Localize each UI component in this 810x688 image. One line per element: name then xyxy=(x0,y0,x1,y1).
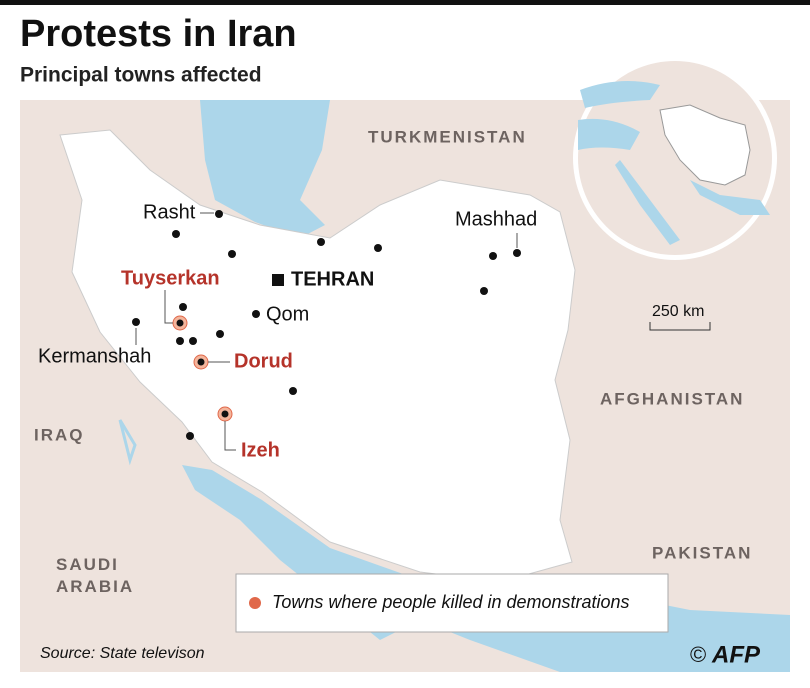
legend-box xyxy=(235,573,669,633)
top-bar xyxy=(0,0,810,5)
city-label: Mashhad xyxy=(455,208,537,230)
scale-bar xyxy=(649,322,711,331)
dots xyxy=(132,210,521,440)
inset-gulf xyxy=(690,180,770,215)
city-label: Kermanshah xyxy=(38,345,151,367)
source: Source: State televison xyxy=(40,645,205,662)
logo: AFP xyxy=(711,641,761,668)
country-label: AFGHANISTAN xyxy=(600,389,744,408)
capital-label: TEHRAN xyxy=(291,268,374,290)
country-label: SAUDI ARABIA xyxy=(56,555,134,596)
killed-town-label: Izeh xyxy=(241,439,280,461)
city-label: Qom xyxy=(266,303,309,325)
iran xyxy=(59,129,576,583)
leaders xyxy=(135,212,518,451)
scale-label: 250 km xyxy=(652,303,704,320)
killed-town-label: Tuyserkan xyxy=(121,267,220,289)
country-label: PAKISTAN xyxy=(652,543,752,562)
copyright: © xyxy=(690,642,706,667)
caspian-sea xyxy=(200,100,330,238)
title: Protests in Iran xyxy=(20,13,297,55)
killed-town-label: Dorud xyxy=(234,350,293,372)
inset xyxy=(573,56,777,260)
country-label: TURKMENISTAN xyxy=(368,127,527,146)
inset-med xyxy=(578,118,640,150)
inset-red-sea xyxy=(615,160,680,245)
country-label: IRAQ xyxy=(34,425,85,444)
inset-black-sea xyxy=(580,81,660,108)
inset-iran xyxy=(659,104,751,186)
river xyxy=(118,419,137,466)
legend-swatch xyxy=(249,597,261,609)
subtitle: Principal towns affected xyxy=(20,64,262,87)
city-label: Rasht xyxy=(143,201,196,223)
legend-label: Towns where people killed in demonstrati… xyxy=(272,592,630,612)
